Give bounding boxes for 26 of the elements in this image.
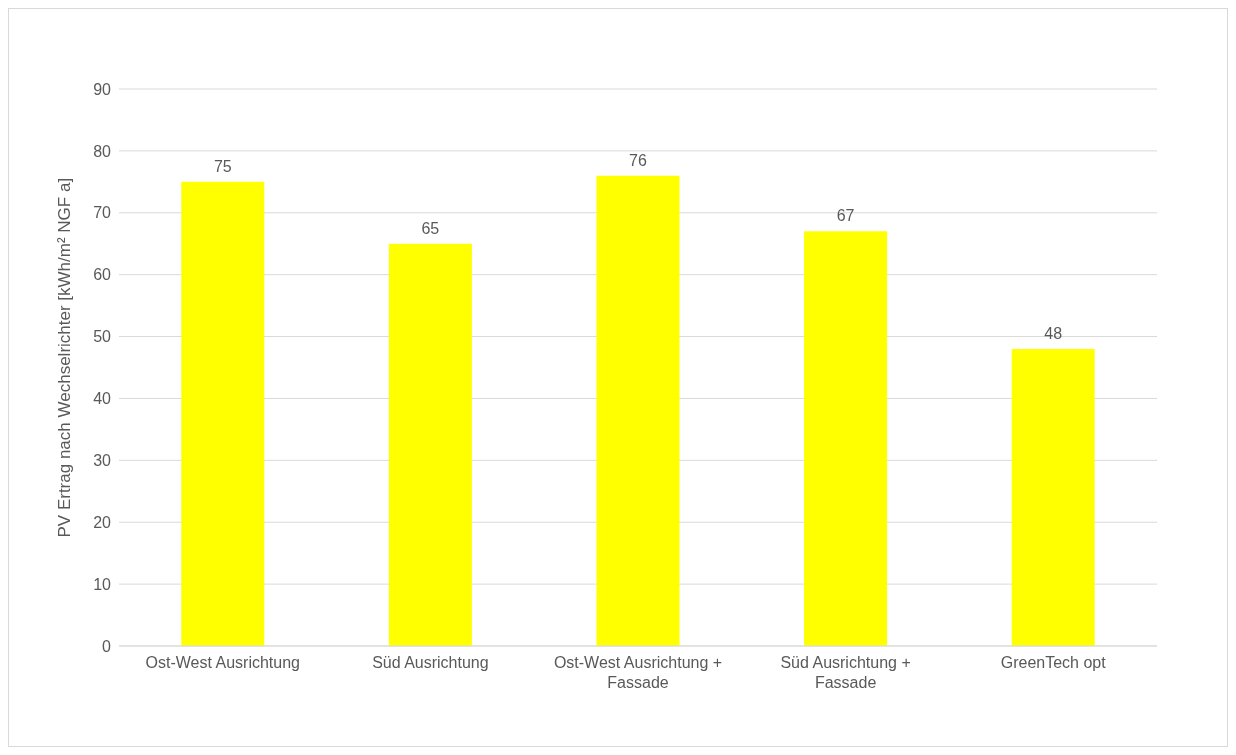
y-tick-label: 30	[93, 452, 112, 470]
bar	[804, 231, 888, 646]
data-label: 76	[629, 151, 647, 169]
bar	[181, 181, 265, 646]
y-tick-label: 80	[93, 142, 112, 160]
y-tick-label: 10	[93, 575, 112, 593]
y-tick-label: 70	[93, 204, 112, 222]
data-label: 67	[836, 207, 855, 225]
x-tick-label: Süd Ausrichtung	[372, 654, 489, 671]
data-label: 48	[1044, 324, 1063, 342]
y-tick-label: 90	[93, 80, 112, 98]
x-tick-label: Süd Ausrichtung + Fassade	[780, 654, 911, 691]
x-tick-label: GreenTech opt	[1000, 654, 1107, 671]
y-axis-title: PV Ertrag nach Wechselrichter [kWh/m² NGF a]	[55, 177, 75, 538]
y-tick-label: 50	[93, 328, 112, 346]
y-tick-label: 60	[93, 266, 112, 284]
bar	[388, 243, 472, 646]
bar	[1011, 348, 1095, 646]
y-tick-label: 20	[93, 513, 112, 531]
data-label: 75	[213, 157, 232, 175]
x-tick-label: Ost-West Ausrichtung	[145, 654, 301, 671]
x-tick-label: Ost-West Ausrichtung + Fassade	[553, 654, 723, 691]
data-label: 65	[421, 219, 440, 237]
y-tick-label: 0	[102, 637, 112, 655]
y-tick-label: 40	[93, 390, 112, 408]
bar	[596, 175, 680, 646]
